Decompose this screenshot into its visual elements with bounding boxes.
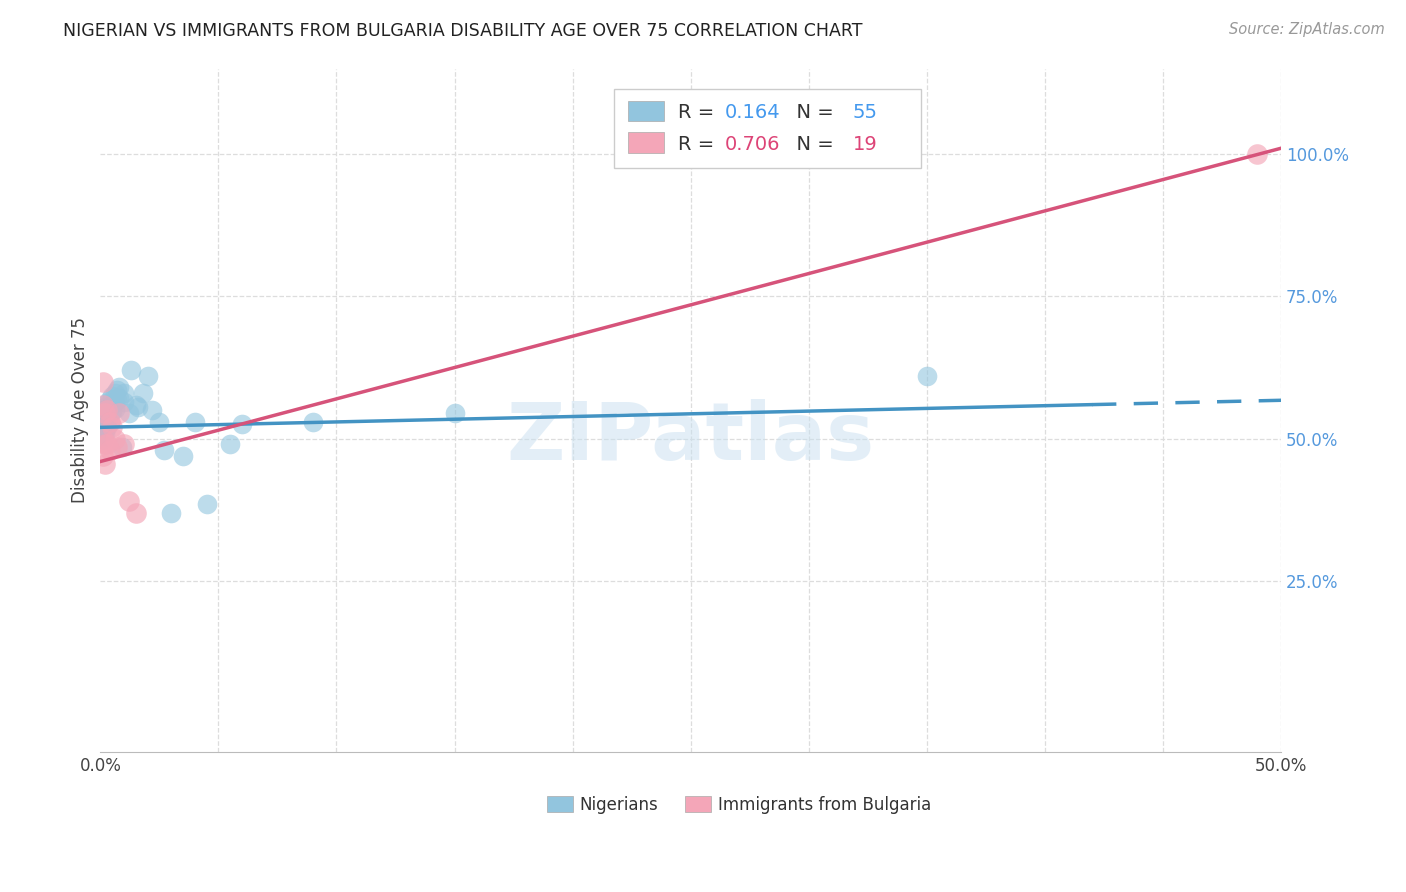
Point — [105, 440, 128, 454]
Point — [94, 401, 117, 415]
Text: ZIPatlas: ZIPatlas — [506, 399, 875, 476]
Point — [302, 415, 325, 429]
Text: NIGERIAN VS IMMIGRANTS FROM BULGARIA DISABILITY AGE OVER 75 CORRELATION CHART: NIGERIAN VS IMMIGRANTS FROM BULGARIA DIS… — [63, 22, 863, 40]
Bar — [628, 101, 664, 121]
Point — [443, 406, 465, 420]
Point — [98, 406, 121, 420]
Point — [915, 369, 938, 384]
Point — [125, 506, 148, 520]
Point — [160, 506, 183, 520]
Point — [98, 443, 121, 458]
Text: R =: R = — [678, 103, 720, 122]
Point — [96, 409, 118, 423]
Point — [94, 423, 117, 437]
Point — [91, 417, 114, 432]
Point — [101, 420, 124, 434]
Point — [96, 403, 118, 417]
FancyBboxPatch shape — [614, 89, 921, 168]
Point — [105, 384, 128, 398]
Point — [172, 449, 194, 463]
Point — [96, 403, 118, 417]
Point — [91, 415, 114, 429]
Point — [184, 415, 207, 429]
Text: Immigrants from Bulgaria: Immigrants from Bulgaria — [718, 797, 931, 814]
Point — [103, 394, 125, 409]
Point — [91, 432, 114, 446]
Bar — [685, 796, 710, 812]
Point — [101, 389, 124, 403]
Text: Nigerians: Nigerians — [579, 797, 658, 814]
Point — [132, 386, 155, 401]
Point — [136, 369, 159, 384]
Point — [103, 432, 125, 446]
Point — [98, 392, 121, 406]
Point — [94, 412, 117, 426]
Point — [91, 403, 114, 417]
Point — [118, 494, 141, 508]
Point — [101, 398, 124, 412]
Point — [91, 375, 114, 389]
Text: N =: N = — [785, 103, 839, 122]
Point — [91, 425, 114, 440]
Point — [108, 406, 131, 420]
Point — [98, 415, 121, 429]
Text: 19: 19 — [852, 135, 877, 154]
Text: R =: R = — [678, 135, 720, 154]
Point — [103, 402, 125, 417]
Point — [108, 391, 131, 405]
Point — [112, 437, 135, 451]
Point — [112, 386, 135, 401]
Text: 0.164: 0.164 — [725, 103, 780, 122]
Point — [96, 396, 118, 410]
Point — [141, 403, 163, 417]
Point — [94, 409, 117, 423]
Point — [101, 404, 124, 418]
Point — [103, 386, 125, 401]
Point — [94, 437, 117, 451]
Point — [153, 443, 176, 458]
Point — [91, 420, 114, 434]
Point — [96, 420, 118, 434]
Bar — [547, 796, 572, 812]
Point — [148, 415, 170, 429]
Point — [105, 392, 128, 407]
Text: Source: ZipAtlas.com: Source: ZipAtlas.com — [1229, 22, 1385, 37]
Text: 0.706: 0.706 — [725, 135, 780, 154]
Point — [96, 437, 118, 451]
Point — [91, 449, 114, 463]
Point — [94, 458, 117, 472]
Point — [1246, 147, 1268, 161]
Point — [112, 394, 135, 409]
Point — [108, 380, 131, 394]
Point — [195, 497, 218, 511]
Point — [120, 363, 142, 377]
Point — [91, 429, 114, 443]
Point — [94, 404, 117, 418]
Point — [91, 406, 114, 420]
Point — [91, 432, 114, 446]
Point — [127, 401, 149, 415]
Text: N =: N = — [785, 135, 839, 154]
Y-axis label: Disability Age Over 75: Disability Age Over 75 — [72, 318, 89, 503]
Point — [118, 406, 141, 420]
Point — [231, 417, 253, 432]
Point — [219, 437, 242, 451]
Point — [94, 420, 117, 434]
Point — [110, 440, 132, 454]
Bar — [628, 132, 664, 153]
Point — [98, 415, 121, 429]
Point — [94, 427, 117, 442]
Point — [96, 415, 118, 429]
Point — [94, 406, 117, 420]
Point — [125, 398, 148, 412]
Point — [98, 399, 121, 413]
Point — [91, 398, 114, 412]
Text: 55: 55 — [852, 103, 877, 122]
